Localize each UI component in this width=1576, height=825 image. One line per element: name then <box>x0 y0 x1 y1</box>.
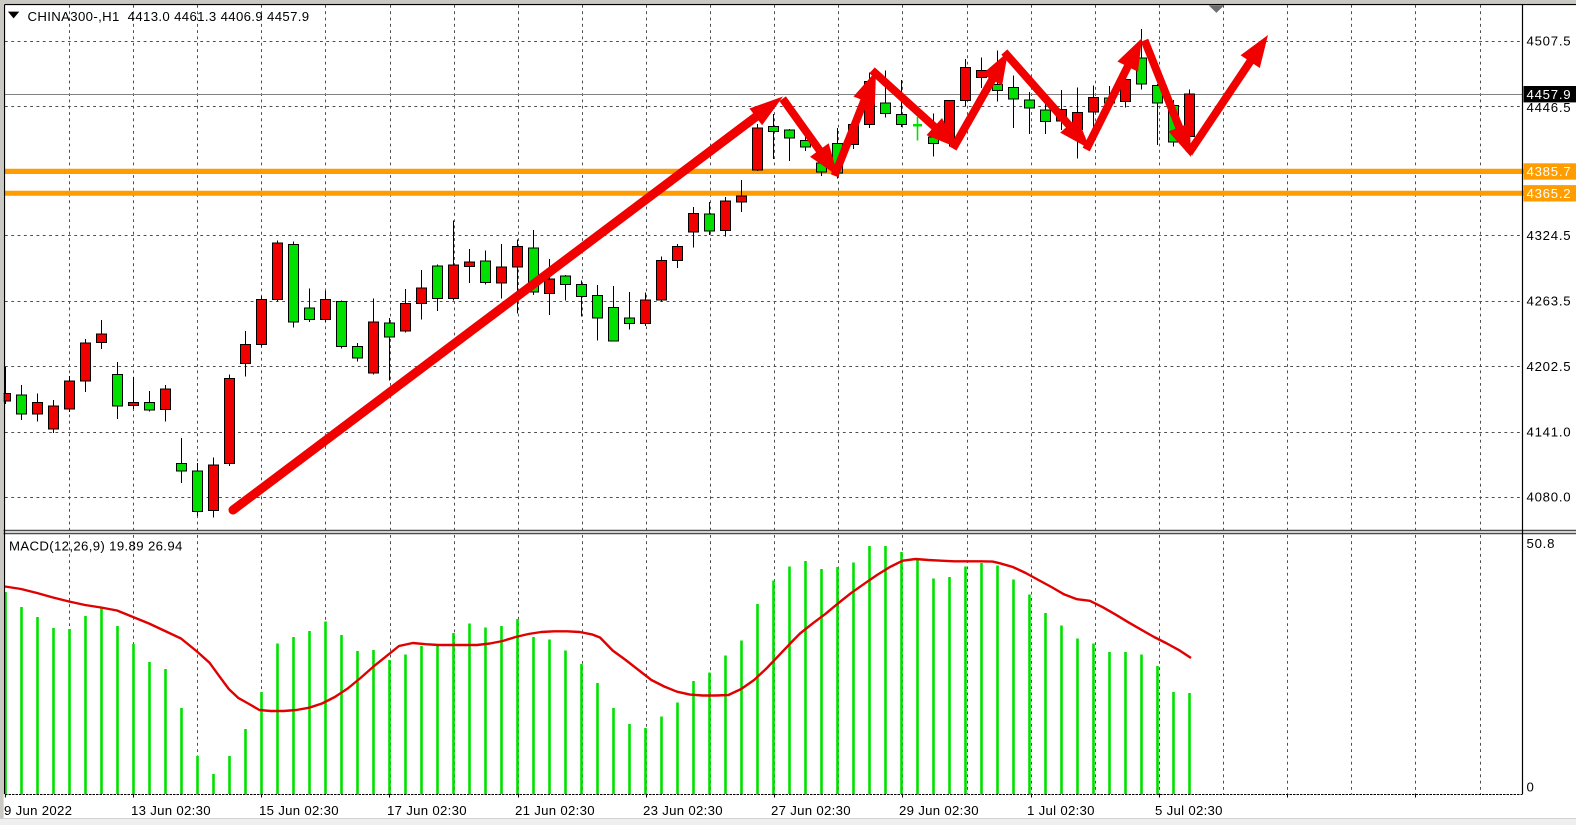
svg-text:9 Jun 2022: 9 Jun 2022 <box>4 803 72 818</box>
svg-text:0: 0 <box>1527 780 1535 795</box>
svg-text:4141.0: 4141.0 <box>1527 425 1572 440</box>
svg-text:4365.2: 4365.2 <box>1527 186 1572 201</box>
svg-text:4202.5: 4202.5 <box>1527 359 1572 374</box>
svg-text:29 Jun 02:30: 29 Jun 02:30 <box>899 803 979 818</box>
svg-text:1 Jul 02:30: 1 Jul 02:30 <box>1027 803 1095 818</box>
svg-text:4263.5: 4263.5 <box>1527 294 1572 309</box>
svg-text:15 Jun 02:30: 15 Jun 02:30 <box>259 803 339 818</box>
svg-text:4507.5: 4507.5 <box>1527 34 1572 49</box>
svg-text:27 Jun 02:30: 27 Jun 02:30 <box>771 803 851 818</box>
svg-text:CHINA300-,H1 4413.0 4461.3 44: CHINA300-,H1 4413.0 4461.3 4406.9 4457.9 <box>28 9 310 24</box>
svg-text:4457.9: 4457.9 <box>1527 87 1572 102</box>
svg-text:4324.5: 4324.5 <box>1527 228 1572 243</box>
svg-text:4080.0: 4080.0 <box>1527 490 1572 505</box>
svg-text:4446.5: 4446.5 <box>1527 100 1572 115</box>
svg-text:4385.7: 4385.7 <box>1527 164 1572 179</box>
svg-text:13 Jun 02:30: 13 Jun 02:30 <box>131 803 211 818</box>
svg-text:21 Jun 02:30: 21 Jun 02:30 <box>515 803 595 818</box>
svg-text:MACD(12,26,9) 19.89 26.94: MACD(12,26,9) 19.89 26.94 <box>9 538 183 553</box>
svg-text:23 Jun 02:30: 23 Jun 02:30 <box>643 803 723 818</box>
svg-text:5 Jul 02:30: 5 Jul 02:30 <box>1155 803 1223 818</box>
svg-text:17 Jun 02:30: 17 Jun 02:30 <box>387 803 467 818</box>
svg-text:50.8: 50.8 <box>1527 536 1556 551</box>
